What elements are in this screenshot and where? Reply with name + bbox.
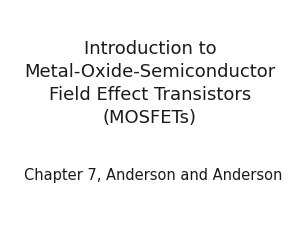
Text: Chapter 7, Anderson and Anderson: Chapter 7, Anderson and Anderson [24,168,282,183]
Text: Introduction to
Metal-Oxide-Semiconductor
Field Effect Transistors
(MOSFETs): Introduction to Metal-Oxide-Semiconducto… [24,40,276,127]
